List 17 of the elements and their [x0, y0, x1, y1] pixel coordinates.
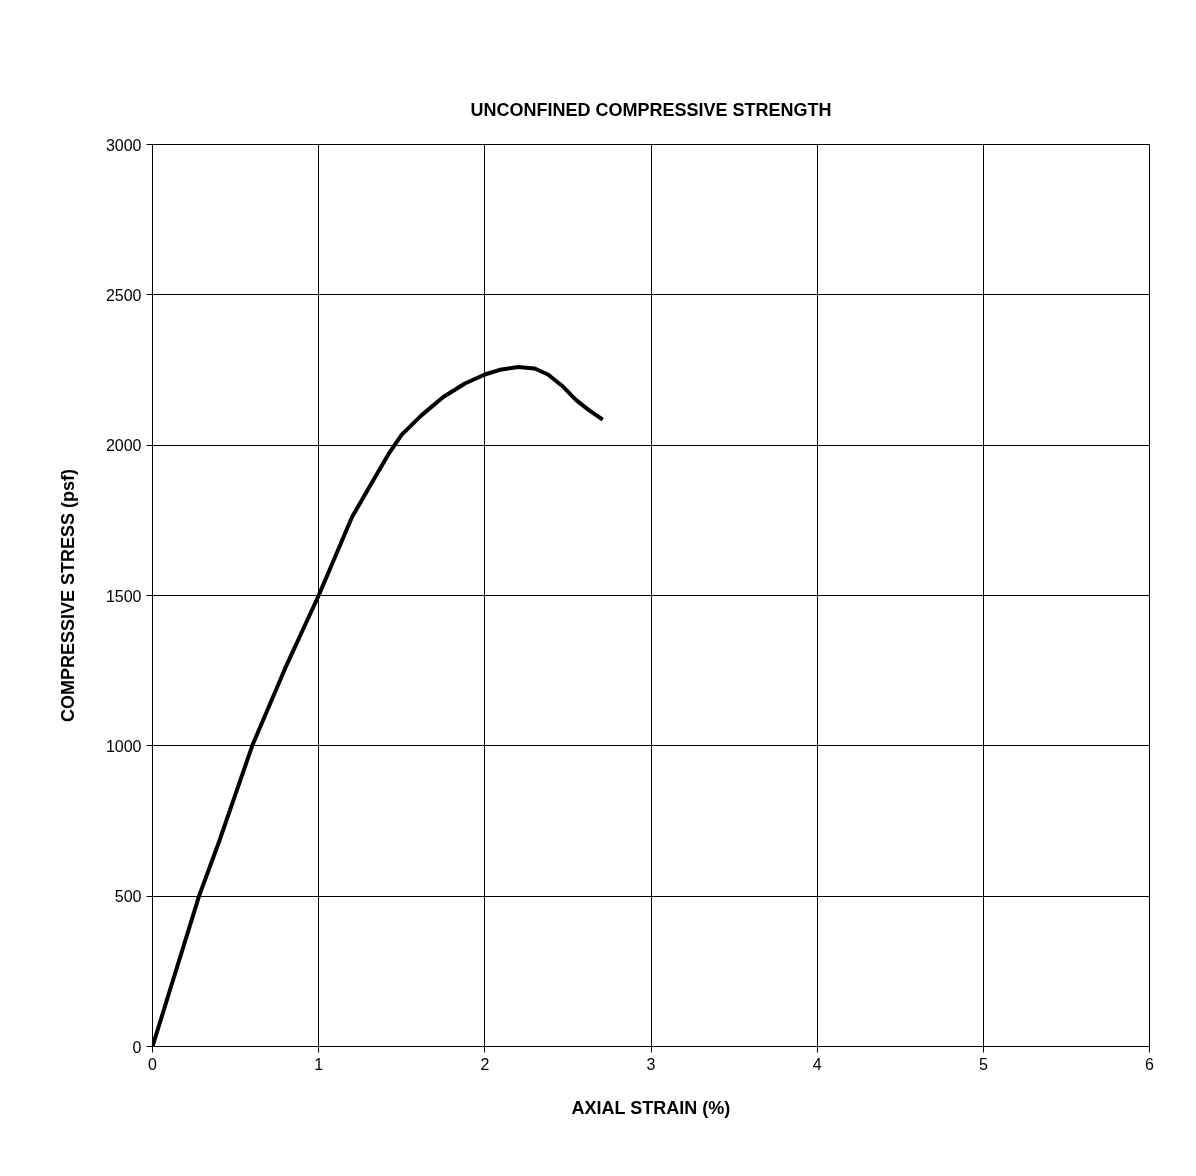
x-tick-label: 1	[314, 1055, 324, 1073]
x-tick-label: 0	[148, 1055, 158, 1073]
y-tick-label: 3000	[105, 136, 142, 154]
x-tick-label: 5	[978, 1055, 988, 1073]
y-tick-label: 1000	[105, 737, 142, 755]
y-tick-label: 500	[114, 888, 142, 906]
x-tick-label: 3	[646, 1055, 656, 1073]
x-tick-label: 2	[480, 1055, 490, 1073]
y-tick-label: 2500	[105, 286, 142, 304]
chart-title: UNCONFINED COMPRESSIVE STRENGTH	[470, 99, 832, 120]
x-tick-label: 4	[812, 1055, 822, 1073]
y-tick-label: 0	[132, 1038, 142, 1056]
x-axis-title: AXIAL STRAIN (%)	[571, 1097, 731, 1118]
y-tick-label: 1500	[105, 587, 142, 605]
y-axis-title: COMPRESSIVE STRESS (psf)	[57, 468, 78, 723]
y-tick-label: 2000	[105, 437, 142, 455]
x-tick-label: 6	[1145, 1055, 1155, 1073]
